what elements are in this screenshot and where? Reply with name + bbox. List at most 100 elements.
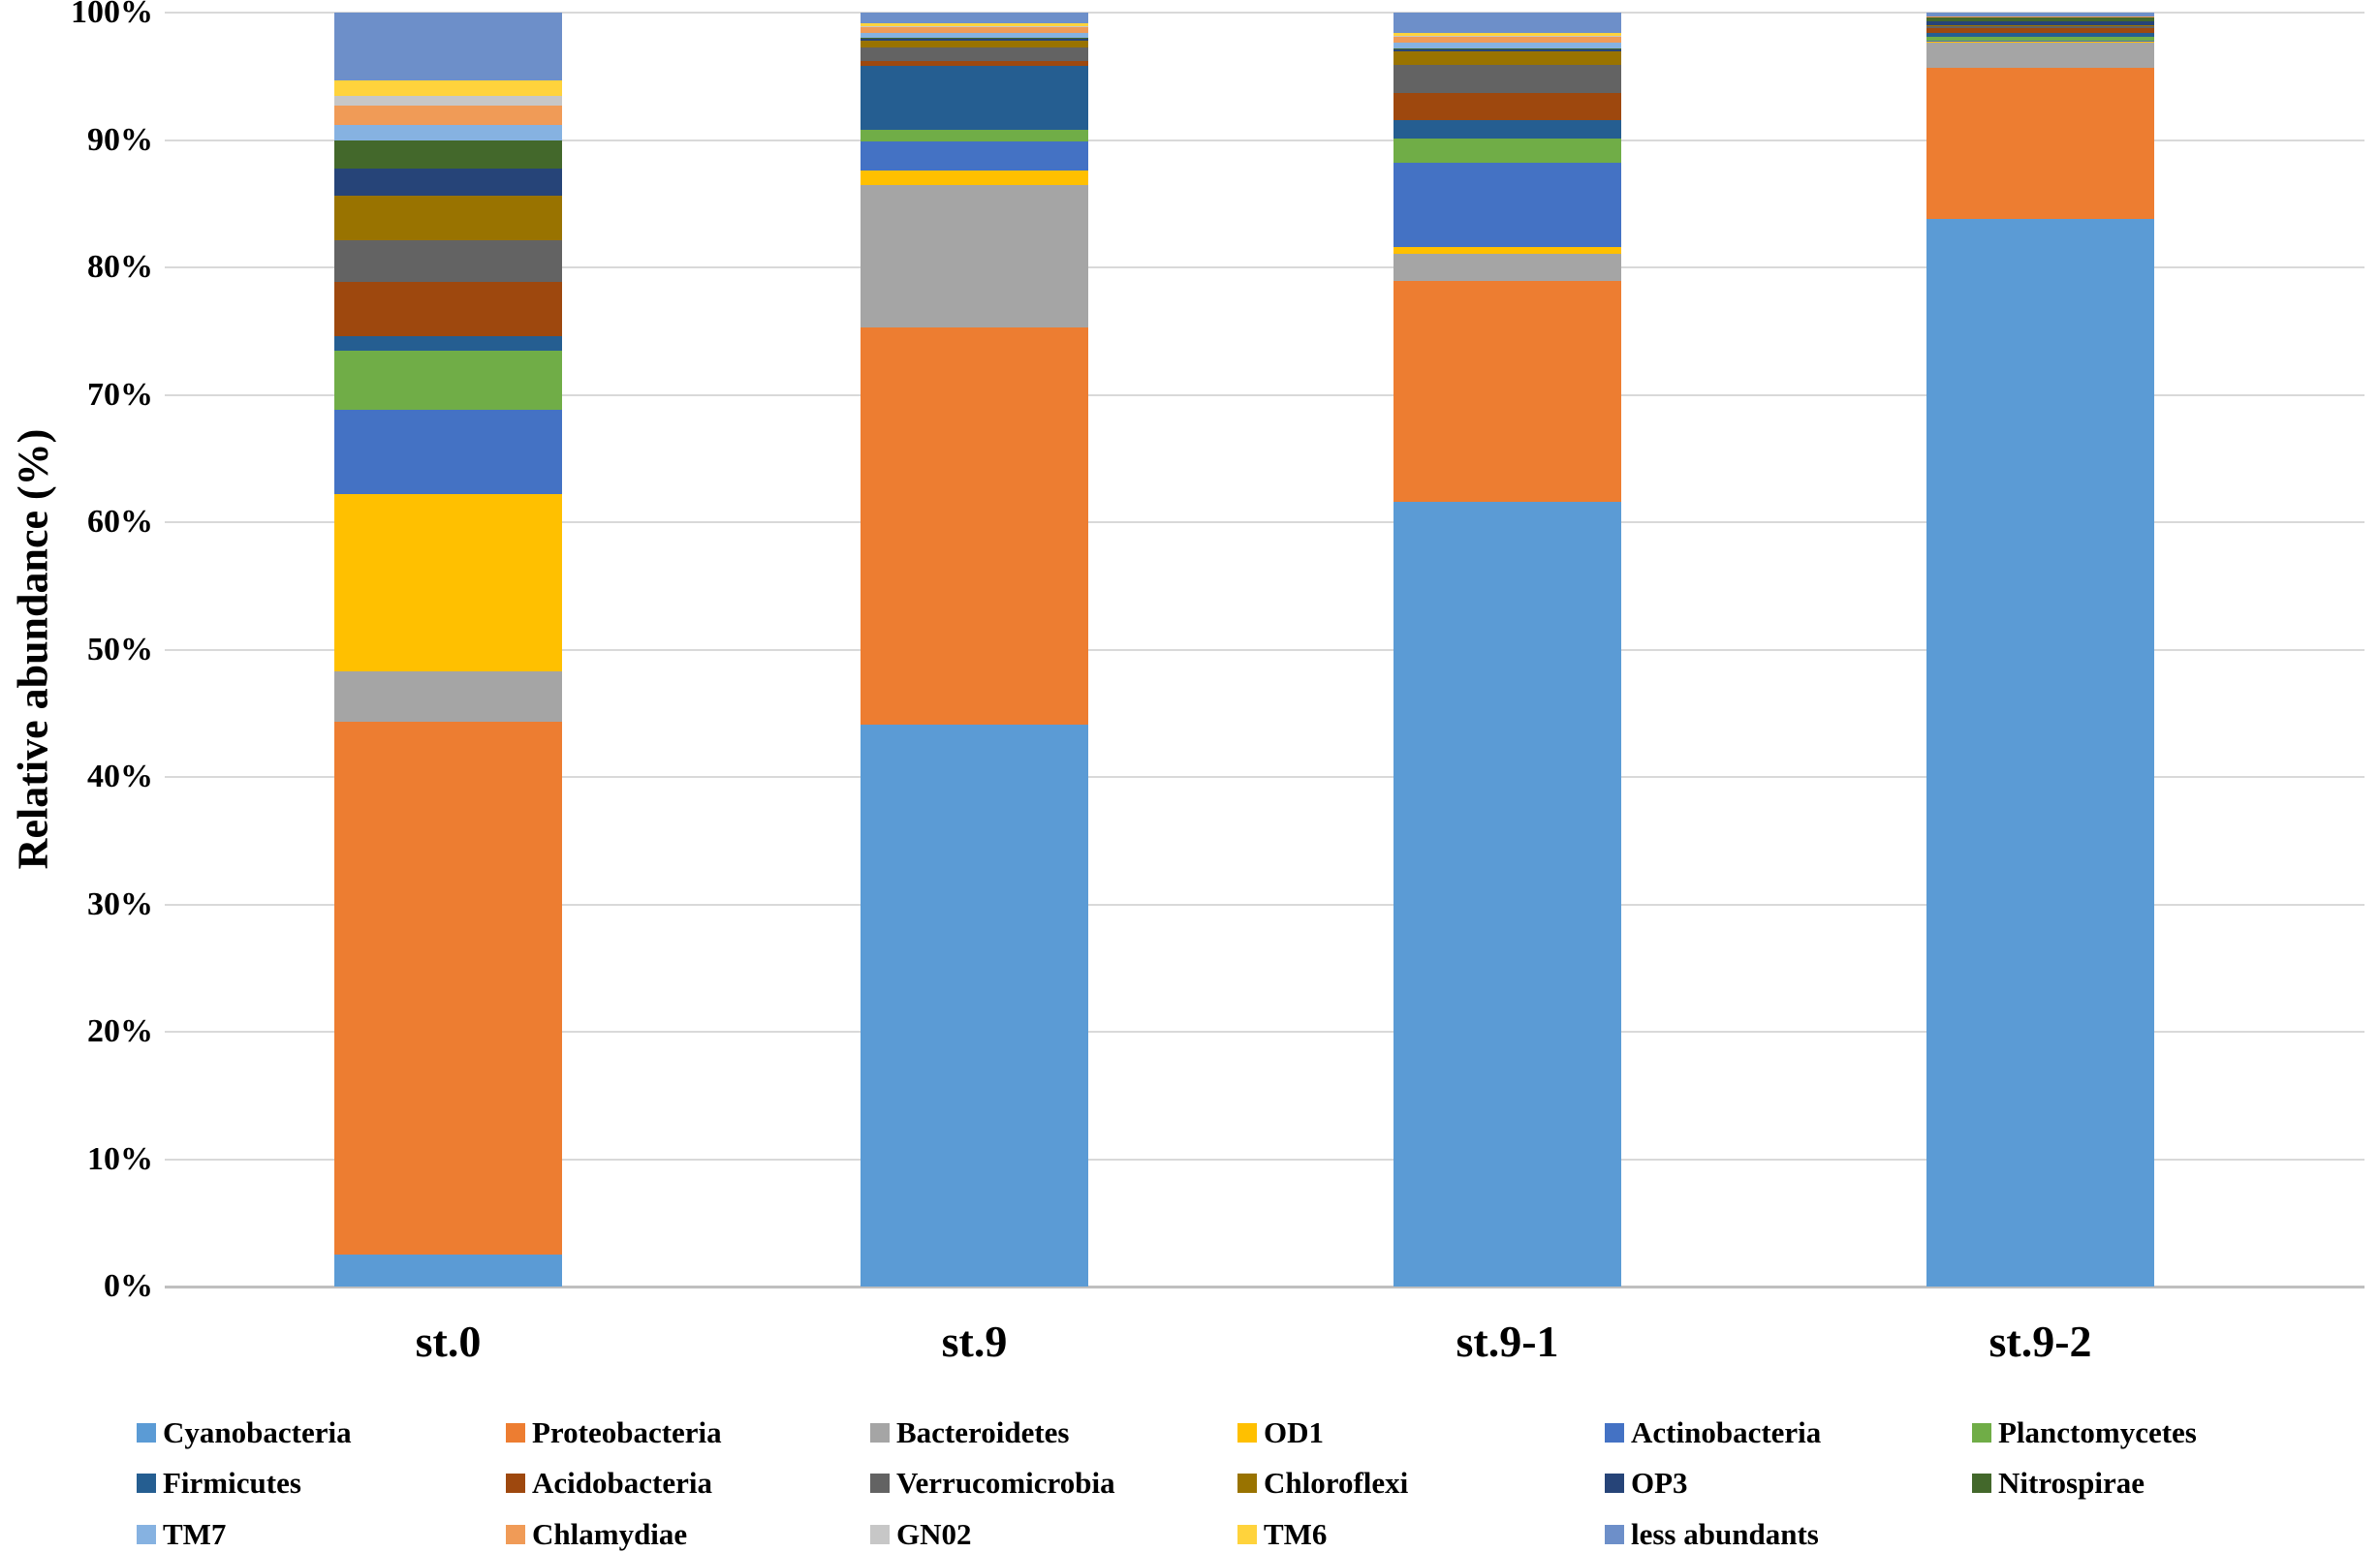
legend-item-firmicutes: Firmicutes (137, 1467, 301, 1500)
legend-label: GN02 (896, 1517, 972, 1551)
gridline (165, 139, 2364, 141)
legend-swatch (137, 1474, 156, 1493)
y-tick-label: 70% (87, 376, 153, 413)
legend-swatch (870, 1525, 890, 1544)
bar-segment-less-abundants (334, 13, 562, 80)
gridline (165, 1031, 2364, 1033)
legend-swatch (1972, 1474, 1991, 1493)
bar-segment-cyanobacteria (861, 725, 1088, 1287)
bar-segment-bacteroidetes (1926, 42, 2154, 69)
bar-segment-od1 (1394, 247, 1621, 254)
bar-segment-tm6 (334, 79, 562, 96)
bar-segment-firmicutes (1926, 33, 2154, 38)
legend-item-op3: OP3 (1605, 1467, 1688, 1500)
bar-segment-op3 (1926, 20, 2154, 25)
stacked-bar-st.9-2 (1926, 13, 2154, 1287)
legend-label: OP3 (1631, 1466, 1688, 1500)
bar-segment-acidobacteria (334, 281, 562, 337)
bar-segment-chlamydiae (1394, 37, 1621, 43)
bar-segment-proteobacteria (861, 326, 1088, 726)
bar-segment-actinobacteria (334, 410, 562, 495)
gridline (165, 648, 2364, 651)
legend-item-tm7: TM7 (137, 1518, 226, 1551)
gridline (165, 266, 2364, 268)
legend-label: Planctomycetes (1998, 1415, 2197, 1449)
bar-segment-nitrospirae (334, 140, 562, 169)
legend-item-chlamydiae: Chlamydiae (506, 1518, 687, 1551)
bar-segment-tm7 (334, 124, 562, 140)
bar-segment-proteobacteria (334, 722, 562, 1256)
y-tick-label: 90% (87, 121, 153, 158)
bar-segment-less-abundants (861, 13, 1088, 23)
bar-segment-planctomycetes (861, 130, 1088, 141)
bar-segment-bacteroidetes (861, 184, 1088, 327)
bar-segment-od1 (861, 171, 1088, 185)
legend-swatch (137, 1525, 156, 1544)
bar-segment-op3 (334, 168, 562, 197)
bar-segment-gn02 (334, 95, 562, 107)
bar-segment-firmicutes (861, 66, 1088, 131)
legend-label: Bacteroidetes (896, 1415, 1070, 1449)
y-tick-label: 50% (87, 631, 153, 667)
gridline (165, 393, 2364, 396)
legend-item-tm6: TM6 (1237, 1518, 1327, 1551)
legend-label: TM7 (163, 1517, 227, 1551)
legend-label: Actinobacteria (1631, 1415, 1822, 1449)
y-tick-label: 20% (87, 1013, 153, 1049)
bar-segment-bacteroidetes (334, 670, 562, 723)
gridline (165, 1158, 2364, 1161)
bar-segment-tm6 (861, 22, 1088, 26)
bar-segment-op3 (861, 39, 1088, 42)
bar-segment-op3 (1394, 49, 1621, 51)
bar-segment-cyanobacteria (334, 1255, 562, 1287)
x-category-label: st.9 (941, 1317, 1008, 1366)
legend-swatch (1605, 1423, 1624, 1443)
legend-label: less abundants (1631, 1517, 1819, 1551)
legend-label: TM6 (1264, 1517, 1328, 1551)
legend-item-actinobacteria: Actinobacteria (1605, 1416, 1821, 1449)
plot-area (165, 12, 2364, 1288)
gridline (165, 521, 2364, 523)
gridline (165, 776, 2364, 778)
y-tick-label: 30% (87, 885, 153, 922)
bar-segment-nitrospirae (1926, 17, 2154, 21)
legend-item-nitrospirae: Nitrospirae (1972, 1467, 2145, 1500)
bar-segment-proteobacteria (1394, 281, 1621, 502)
bar-segment-verrucomicrobia (334, 240, 562, 282)
legend-item-proteobacteria: Proteobacteria (506, 1416, 722, 1449)
legend-item-verrucomicrobia: Verrucomicrobia (870, 1467, 1115, 1500)
bar-segment-nitrospirae (1394, 47, 1621, 50)
x-category-label: st.9-2 (1989, 1317, 2092, 1366)
y-tick-label: 60% (87, 504, 153, 540)
bar-segment-bacteroidetes (1394, 253, 1621, 282)
legend-swatch (870, 1423, 890, 1443)
bar-segment-gn02 (861, 25, 1088, 27)
x-category-label: st.9-1 (1456, 1317, 1559, 1366)
legend-swatch (506, 1525, 525, 1544)
bar-segment-actinobacteria (1394, 163, 1621, 247)
legend-swatch (137, 1423, 156, 1443)
legend-label: Nitrospirae (1998, 1466, 2145, 1500)
x-category-label: st.0 (415, 1317, 482, 1366)
bar-segment-chloroflexi (1394, 50, 1621, 65)
bar-segment-tm7 (1926, 16, 2154, 18)
legend-label: Proteobacteria (532, 1415, 722, 1449)
bar-segment-chloroflexi (334, 196, 562, 241)
bar-segment-proteobacteria (1926, 68, 2154, 220)
legend-label: Acidobacteria (532, 1466, 712, 1500)
legend-item-planctomycetes: Planctomycetes (1972, 1416, 2197, 1449)
legend-swatch (1605, 1525, 1624, 1544)
legend-swatch (1237, 1474, 1257, 1493)
legend-label: Chlamydiae (532, 1517, 688, 1551)
legend-label: Firmicutes (163, 1466, 301, 1500)
bar-segment-chlamydiae (1926, 16, 2154, 17)
stacked-bar-st.9-1 (1394, 13, 1621, 1287)
legend-swatch (1237, 1423, 1257, 1443)
y-tick-label: 0% (104, 1268, 153, 1304)
legend-swatch (1605, 1474, 1624, 1493)
legend-item-less-abundants: less abundants (1605, 1518, 1819, 1551)
bar-segment-actinobacteria (1926, 40, 2154, 43)
legend-item-acidobacteria: Acidobacteria (506, 1467, 712, 1500)
y-tick-label: 10% (87, 1140, 153, 1177)
bar-segment-tm7 (861, 32, 1088, 38)
